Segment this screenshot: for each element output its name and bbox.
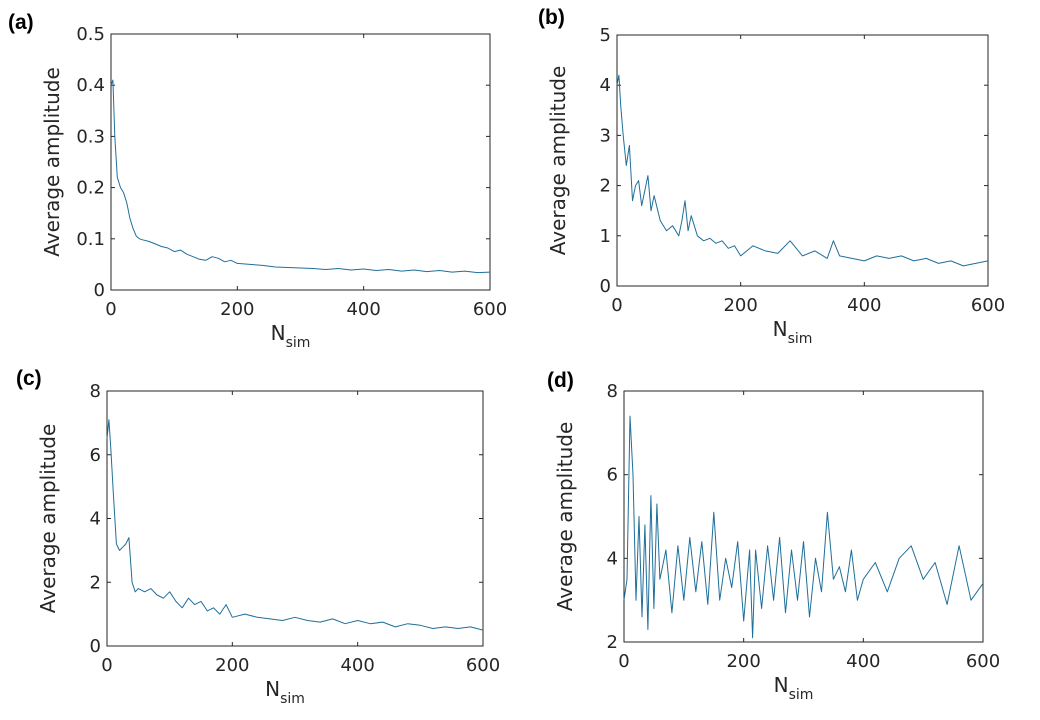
panel-c-ytick-label: 0 bbox=[90, 636, 101, 657]
panel-b-xtick-label: 0 bbox=[611, 295, 622, 316]
panel-b-ytick-label: 1 bbox=[600, 226, 611, 247]
panel-c-xtick-label: 600 bbox=[466, 655, 500, 676]
panel-b-xtick-label: 400 bbox=[847, 295, 881, 316]
panel-a-ytick-label: 0.5 bbox=[76, 24, 105, 45]
panel-b-ylabel: Average amplitude bbox=[546, 66, 570, 256]
panel-d-xtick-label: 400 bbox=[846, 651, 880, 672]
panel-d-ytick-label: 8 bbox=[607, 381, 618, 402]
panel-d-ytick-label: 2 bbox=[607, 632, 618, 653]
panel-d-xtick-label: 600 bbox=[966, 651, 1000, 672]
panel-a-xtick-label: 600 bbox=[473, 299, 507, 320]
panel-a-ytick-label: 0.4 bbox=[76, 75, 105, 96]
panel-d-ytick-label: 4 bbox=[607, 548, 618, 569]
panel-a-xtick-label: 0 bbox=[105, 299, 116, 320]
panel-a-xlabel: Nsim bbox=[271, 321, 311, 351]
panel-d-xlabel-main: N bbox=[774, 673, 789, 697]
panel-d-axes-frame bbox=[623, 390, 984, 643]
panel-a-ytick-label: 0 bbox=[94, 280, 105, 301]
panel-b-xlabel: Nsim bbox=[773, 317, 813, 347]
panel-a-xtick-label: 200 bbox=[220, 299, 254, 320]
panel-c-xlabel-sub: sim bbox=[280, 691, 305, 707]
panel-c: (c) 0 200 400 600 0 2 4 6 8 Nsim Average amplitude bbox=[16, 367, 500, 707]
panel-c-ytick-label: 2 bbox=[90, 572, 101, 593]
panel-d-xtick-label: 0 bbox=[618, 651, 629, 672]
panel-d-xlabel-sub: sim bbox=[789, 687, 814, 703]
panel-c-xtick-label: 400 bbox=[340, 655, 374, 676]
panel-c-xlabel-main: N bbox=[265, 677, 280, 701]
panel-a-xtick-label: 400 bbox=[346, 299, 380, 320]
panel-d-ylabel: Average amplitude bbox=[553, 422, 577, 612]
panel-b-series-line bbox=[616, 74, 989, 267]
panel-c-axes-frame bbox=[106, 390, 484, 647]
panel-a-series-line bbox=[110, 79, 491, 274]
panel-b-ytick-label: 5 bbox=[600, 25, 611, 46]
panel-d-xlabel: Nsim bbox=[774, 673, 814, 703]
panel-d-label: (d) bbox=[547, 369, 574, 392]
panel-c-ytick-label: 4 bbox=[90, 509, 101, 530]
panel-a-ylabel: Average amplitude bbox=[40, 67, 64, 257]
panel-b-xlabel-main: N bbox=[773, 317, 788, 341]
panel-c-xtick-label: 200 bbox=[215, 655, 249, 676]
panel-a-ytick-label: 0.2 bbox=[76, 178, 105, 199]
panel-d-ytick-label: 6 bbox=[607, 465, 618, 486]
panel-b-ytick-label: 2 bbox=[600, 176, 611, 197]
panel-c-label: (c) bbox=[16, 367, 42, 390]
panel-a-ytick-label: 0.3 bbox=[76, 126, 105, 147]
panel-c-xlabel: Nsim bbox=[265, 677, 305, 707]
panel-b-xtick-label: 600 bbox=[971, 295, 1005, 316]
panel-b-ytick-label: 0 bbox=[600, 276, 611, 297]
panel-c-series-line bbox=[106, 419, 484, 631]
panel-b-xlabel-sub: sim bbox=[788, 331, 813, 347]
panel-a: (a) 0 200 400 600 0 0.1 0.2 0.3 0.4 0.5 Nsim Average… bbox=[8, 11, 507, 351]
panel-c-ylabel: Average amplitude bbox=[36, 424, 60, 614]
panel-b-axes-frame bbox=[616, 34, 989, 287]
panel-d: (d) 0 200 400 600 2 4 6 8 Nsim Average amplitude bbox=[547, 369, 1000, 703]
panel-c-ytick-label: 8 bbox=[90, 381, 101, 402]
panel-a-xlabel-main: N bbox=[271, 321, 286, 345]
panel-b: (b) 0 200 400 600 0 1 2 3 4 5 Nsim Average amplitude bbox=[538, 6, 1005, 347]
panel-d-xtick-label: 200 bbox=[726, 651, 760, 672]
panel-b-ytick-label: 3 bbox=[600, 125, 611, 146]
panel-b-ytick-label: 4 bbox=[600, 75, 611, 96]
panel-a-ytick-label: 0.1 bbox=[76, 229, 105, 250]
panel-c-ytick-label: 6 bbox=[90, 445, 101, 466]
panel-b-xtick-label: 200 bbox=[723, 295, 757, 316]
panel-a-axes-frame bbox=[110, 33, 491, 291]
panel-a-label: (a) bbox=[8, 11, 34, 34]
panel-a-xlabel-sub: sim bbox=[286, 335, 311, 351]
panel-b-label: (b) bbox=[538, 6, 565, 29]
panel-c-xtick-label: 0 bbox=[101, 655, 112, 676]
panel-d-series-line bbox=[623, 415, 984, 639]
